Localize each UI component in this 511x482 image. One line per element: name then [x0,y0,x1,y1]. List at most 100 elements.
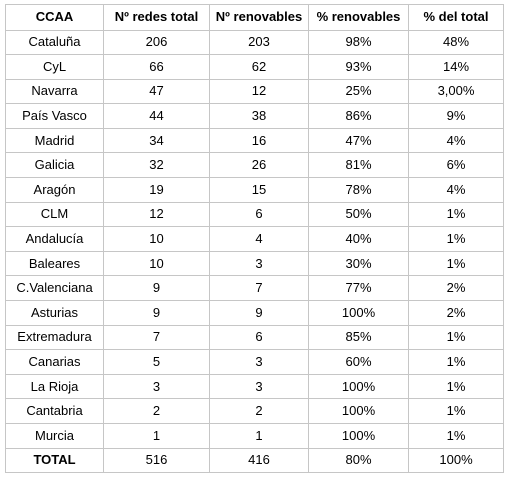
cell-share-of-total: 9% [408,103,504,129]
table-total-row: TOTAL 516 416 80% 100% [5,447,504,474]
cell-share-of-total: 1% [408,250,504,277]
cell-renewable-percent: 25% [308,78,409,105]
cell-ccaa: Extremadura [5,324,104,351]
cell-ccaa: Galicia [5,152,104,179]
cell-total-networks: 47 [103,78,210,105]
cell-renewable-percent: 100% [308,300,409,326]
cell-share-of-total: 1% [408,201,504,228]
cell-renewable-networks: 1 [209,423,309,449]
table-row: CyL 66 62 93% 14% [5,54,504,80]
cell-renewable-percent: 30% [308,250,409,277]
cell-renewable-percent: 100% [308,423,409,449]
cell-renewable-percent: 86% [308,103,409,129]
cell-total-networks: 206 [103,29,210,56]
cell-renewable-networks: 3 [209,373,309,400]
cell-renewable-networks: 6 [209,201,309,228]
cell-total-networks: 19 [103,177,210,203]
table-row: Galicia 32 26 81% 6% [5,152,504,179]
cell-share-of-total: 1% [408,349,504,375]
cell-renewable-percent: 60% [308,349,409,375]
table-header-row: CCAA Nº redes total Nº renovables % reno… [5,4,504,31]
cell-share-of-total: 4% [408,127,504,154]
cell-total-networks: 34 [103,127,210,154]
cell-renewable-networks: 6 [209,324,309,351]
cell-share-of-total: 48% [408,29,504,56]
table-row: C.Valenciana 9 7 77% 2% [5,275,504,302]
cell-ccaa: País Vasco [5,103,104,129]
cell-renewable-networks: 38 [209,103,309,129]
table-row: Murcia 1 1 100% 1% [5,423,504,449]
table-row: Madrid 34 16 47% 4% [5,127,504,154]
cell-renewable-networks: 4 [209,226,309,252]
cell-share-of-total: 2% [408,275,504,302]
cell-share-of-total: 1% [408,226,504,252]
cell-renewable-percent: 50% [308,201,409,228]
cell-total-networks: 10 [103,226,210,252]
table-body: Cataluña 206 203 98% 48% CyL 66 62 93% 14% Navarra… [5,29,504,474]
cell-renewable-percent: 78% [308,177,409,203]
cell-share-of-total: 1% [408,324,504,351]
cell-ccaa: Andalucía [5,226,104,252]
table-row: Extremadura 7 6 85% 1% [5,324,504,351]
cell-ccaa: Cantabria [5,398,104,424]
cell-share-of-total: 4% [408,177,504,203]
table-row: La Rioja 3 3 100% 1% [5,373,504,400]
total-cell-share-of-total: 100% [408,447,504,474]
cell-renewable-percent: 40% [308,226,409,252]
header-share-of-total: % del total [408,4,504,31]
cell-renewable-percent: 100% [308,398,409,424]
header-ccaa: CCAA [5,4,104,31]
cell-ccaa: Asturias [5,300,104,326]
table-row: Cantabria 2 2 100% 1% [5,398,504,424]
cell-renewable-percent: 81% [308,152,409,179]
cell-total-networks: 7 [103,324,210,351]
cell-share-of-total: 6% [408,152,504,179]
header-renewable-percent: % renovables [308,4,409,31]
cell-renewable-percent: 98% [308,29,409,56]
table-row: Cataluña 206 203 98% 48% [5,29,504,56]
header-renewable-networks: Nº renovables [209,4,309,31]
cell-renewable-networks: 3 [209,250,309,277]
cell-share-of-total: 14% [408,54,504,80]
cell-total-networks: 5 [103,349,210,375]
cell-total-networks: 44 [103,103,210,129]
cell-renewable-networks: 7 [209,275,309,302]
cell-renewable-percent: 77% [308,275,409,302]
total-cell-total-networks: 516 [103,447,210,474]
cell-share-of-total: 1% [408,373,504,400]
cell-share-of-total: 3,00% [408,78,504,105]
cell-renewable-networks: 12 [209,78,309,105]
cell-renewable-percent: 85% [308,324,409,351]
cell-total-networks: 3 [103,373,210,400]
header-total-networks: Nº redes total [103,4,210,31]
table-row: Asturias 9 9 100% 2% [5,300,504,326]
cell-ccaa: Murcia [5,423,104,449]
cell-ccaa: La Rioja [5,373,104,400]
cell-renewable-networks: 2 [209,398,309,424]
cell-renewable-networks: 26 [209,152,309,179]
cell-renewable-networks: 62 [209,54,309,80]
cell-renewable-networks: 9 [209,300,309,326]
cell-share-of-total: 1% [408,423,504,449]
cell-total-networks: 9 [103,300,210,326]
cell-total-networks: 1 [103,423,210,449]
table-row: País Vasco 44 38 86% 9% [5,103,504,129]
cell-renewable-percent: 47% [308,127,409,154]
cell-ccaa: Cataluña [5,29,104,56]
cell-renewable-networks: 3 [209,349,309,375]
total-cell-renewable-percent: 80% [308,447,409,474]
table-row: Baleares 10 3 30% 1% [5,250,504,277]
cell-ccaa: CLM [5,201,104,228]
cell-total-networks: 66 [103,54,210,80]
table-row: Aragón 19 15 78% 4% [5,177,504,203]
cell-ccaa: CyL [5,54,104,80]
cell-ccaa: Baleares [5,250,104,277]
cell-renewable-networks: 15 [209,177,309,203]
data-table-container: CCAA Nº redes total Nº renovables % reno… [5,4,504,474]
cell-total-networks: 12 [103,201,210,228]
cell-total-networks: 10 [103,250,210,277]
cell-ccaa: C.Valenciana [5,275,104,302]
cell-total-networks: 9 [103,275,210,302]
total-label: TOTAL [5,447,104,474]
cell-ccaa: Navarra [5,78,104,105]
